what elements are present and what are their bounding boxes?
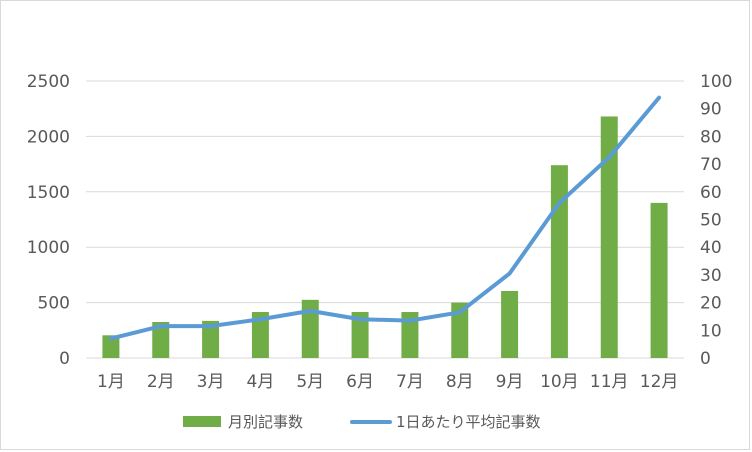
- x-tick-label: 12月: [640, 372, 679, 392]
- line-point: [359, 318, 361, 320]
- y-right-tick-label: 20: [700, 294, 722, 314]
- line-point: [160, 325, 162, 327]
- line-point: [459, 311, 461, 313]
- y-right-tick-label: 30: [700, 266, 722, 286]
- y-left-tick-label: 2000: [27, 127, 70, 147]
- x-tick-label: 4月: [247, 372, 275, 392]
- line-point: [509, 273, 511, 275]
- y-right-tick-label: 70: [700, 155, 722, 175]
- bar: [550, 165, 568, 358]
- legend-label-line: 1日あたり平均記事数: [396, 413, 541, 431]
- x-tick-label: 10月: [540, 372, 579, 392]
- line-series: [108, 95, 662, 341]
- line-point: [309, 310, 311, 312]
- y-left-tick-label: 1000: [27, 238, 70, 258]
- bar: [650, 202, 668, 358]
- legend-label-bar: 月別記事数: [228, 413, 303, 431]
- legend-swatch-bar: [183, 416, 221, 427]
- x-tick-label: 9月: [496, 372, 524, 392]
- bar: [102, 335, 120, 358]
- y-right-tick-label: 50: [700, 211, 722, 231]
- line-point: [409, 320, 411, 322]
- x-tick-label: 2月: [147, 372, 175, 392]
- x-tick-label: 1月: [97, 372, 125, 392]
- line-point: [558, 202, 560, 204]
- bar: [451, 302, 469, 358]
- x-tick-label: 7月: [396, 372, 424, 392]
- bar: [600, 116, 618, 359]
- line-point: [608, 156, 610, 158]
- line-point: [658, 97, 660, 99]
- bar: [501, 290, 519, 358]
- x-tick-label: 8月: [446, 372, 474, 392]
- bar-series: [102, 116, 668, 359]
- y-right-tick-label: 0: [700, 349, 711, 369]
- y-right-tick-label: 80: [700, 127, 722, 147]
- y-right-tick-label: 10: [700, 321, 722, 341]
- x-tick-label: 11月: [590, 372, 629, 392]
- y-left-tick-label: 500: [38, 294, 70, 314]
- tick-labels: 0 500 1000 1500 2000 2500 0 10 20 30 40 50 60 70 80 90 1…: [27, 72, 733, 392]
- line-point: [259, 318, 261, 320]
- y-right-tick-label: 40: [700, 238, 722, 258]
- y-right-tick-label: 60: [700, 183, 722, 203]
- bar: [301, 299, 319, 358]
- x-tick-label: 3月: [197, 372, 225, 392]
- bar: [202, 320, 220, 358]
- y-right-tick-label: 100: [700, 72, 732, 92]
- line-point: [210, 325, 212, 327]
- x-tick-label: 6月: [346, 372, 374, 392]
- y-left-tick-label: 1500: [27, 183, 70, 203]
- line-series-path: [108, 95, 662, 341]
- bar: [401, 312, 419, 358]
- bar: [351, 312, 369, 358]
- y-left-tick-label: 2500: [27, 72, 70, 92]
- gridlines: [86, 80, 684, 304]
- y-right-tick-label: 90: [700, 100, 722, 120]
- legend: 月別記事数 1日あたり平均記事数: [183, 413, 541, 431]
- bar: [251, 312, 269, 358]
- y-left-tick-label: 0: [59, 349, 70, 369]
- x-tick-label: 5月: [296, 372, 324, 392]
- bar: [152, 321, 170, 358]
- line-point: [110, 338, 112, 340]
